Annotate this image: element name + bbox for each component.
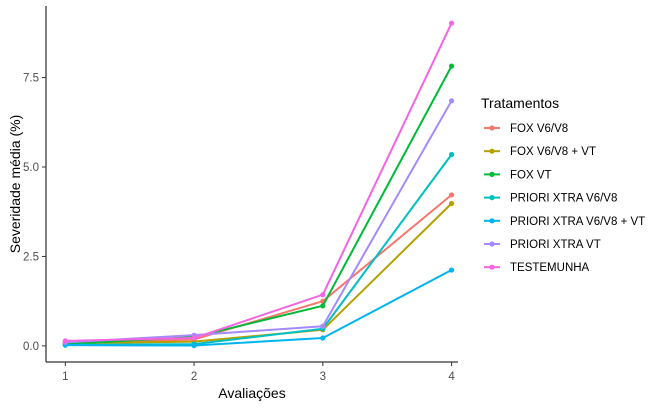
data-point: [320, 323, 326, 329]
data-point: [448, 63, 455, 69]
data-point: [62, 338, 68, 344]
x-tick-label: 4: [448, 371, 455, 383]
legend-label: PRIORI XTRA V6/V8: [510, 193, 617, 205]
y-axis-ticks: 0.0 2.5 5.0 7.5: [23, 73, 46, 353]
legend-label: FOX VT: [510, 169, 552, 181]
data-point: [320, 303, 326, 309]
legend-key-point: [489, 218, 495, 224]
data-point: [448, 151, 455, 158]
legend-label: PRIORI XTRA V6/V8 + VT: [510, 216, 645, 228]
series-line: [65, 100, 453, 344]
data-point: [448, 20, 455, 26]
series-4: [62, 267, 455, 349]
data-point: [448, 192, 455, 198]
legend-items: FOX V6/V8 FOX V6/V8 + VT FOX VT PRIORI XTRA…: [484, 123, 645, 274]
series-6: [62, 20, 455, 344]
x-tick-label: 3: [320, 371, 326, 383]
series-2: [62, 63, 455, 347]
series-group: [62, 20, 455, 349]
legend-label: FOX V6/V8: [510, 123, 568, 135]
data-point: [320, 335, 326, 341]
legend-item: FOX VT: [484, 169, 552, 181]
legend-item: PRIORI XTRA V6/V8 + VT: [484, 216, 645, 228]
data-point: [191, 335, 197, 341]
legend-key-point: [489, 195, 495, 201]
data-point: [448, 200, 455, 207]
legend-label: FOX V6/V8 + VT: [510, 146, 596, 158]
x-axis-title: Avaliações: [218, 385, 285, 401]
plot-area: 0.0 2.5 5.0 7.5 1 2 3 4: [23, 6, 458, 383]
legend-item: FOX V6/V8 + VT: [484, 146, 596, 158]
data-point: [448, 98, 455, 104]
series-3: [62, 151, 455, 348]
legend-label: PRIORI XTRA VT: [510, 239, 601, 251]
series-line: [65, 269, 453, 347]
legend-item: TESTEMUNHA: [484, 262, 590, 274]
legend-label: TESTEMUNHA: [510, 262, 590, 274]
legend-item: PRIORI XTRA V6/V8: [484, 193, 617, 205]
x-axis-ticks: 1 2 3 4: [62, 362, 455, 383]
legend-key-point: [489, 241, 495, 247]
y-tick-label: 7.5: [23, 73, 39, 85]
legend-key-point: [489, 171, 495, 177]
legend-title: Tratamentos: [481, 95, 559, 111]
x-tick-label: 1: [62, 371, 68, 383]
series-line: [65, 65, 453, 346]
legend-item: FOX V6/V8: [484, 123, 568, 135]
legend-key-point: [489, 264, 495, 270]
series-5: [62, 98, 455, 345]
y-tick-label: 2.5: [23, 251, 39, 263]
series-line: [65, 22, 453, 342]
y-axis-title: Severidade média (%): [7, 115, 23, 254]
y-tick-label: 0.0: [23, 341, 39, 353]
series-0: [62, 192, 455, 346]
data-point: [191, 342, 197, 349]
data-point: [320, 292, 326, 298]
y-tick-label: 5.0: [23, 162, 39, 174]
x-tick-label: 2: [191, 371, 197, 383]
legend-item: PRIORI XTRA VT: [484, 239, 601, 251]
legend-key-point: [489, 125, 495, 131]
legend-key-point: [489, 148, 495, 154]
data-point: [448, 267, 455, 273]
series-1: [62, 200, 455, 346]
